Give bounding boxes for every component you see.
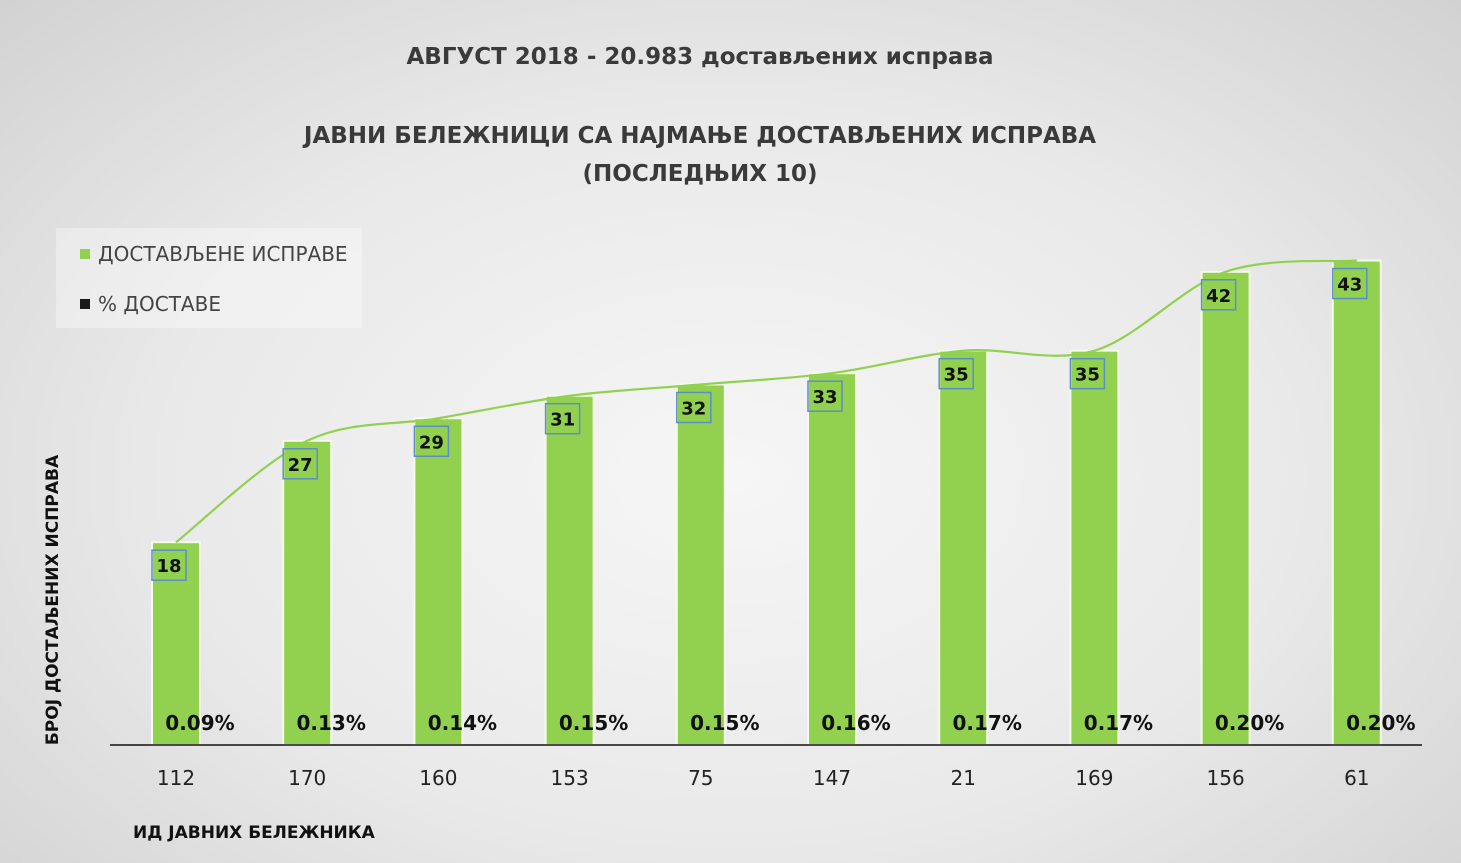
y-axis-label: БРОЈ ДОСТАЉЕНИХ ИСПРАВА [43,454,63,746]
x-tick-label-170: 170 [288,766,326,790]
data-label-153: 31 [550,410,575,431]
chart-subtitle: ЈАВНИ БЕЛЕЖНИЦИ СА НАЈМАЊЕ ДОСТАВЉЕНИХ И… [0,117,1400,193]
legend-item-documents: ДОСТАВЉЕНЕ ИСПРАВЕ [80,242,348,266]
x-tick-label-112: 112 [157,766,195,790]
legend-label-documents: ДОСТАВЉЕНЕ ИСПРАВЕ [98,242,348,266]
trend-line [175,259,1357,544]
x-tick-label-61: 61 [1344,766,1369,790]
bar-160 [413,417,464,746]
data-label-box-170 [282,448,318,480]
legend: ДОСТАВЉЕНЕ ИСПРАВЕ % ДОСТАВЕ [56,228,362,328]
data-label-box-147 [807,380,843,412]
bar-170 [282,439,333,746]
data-label-box-75 [676,391,712,424]
data-label-box-112 [151,549,187,581]
bar-75 [675,383,726,746]
data-label-box-156 [1200,279,1237,311]
percent-label-170: 0.13% [297,711,366,735]
legend-swatch-percent [80,299,90,309]
percent-label-112: 0.09% [165,711,234,735]
data-label-21: 35 [944,365,969,386]
bar-169 [1069,349,1120,746]
percent-label-147: 0.16% [821,711,890,735]
legend-label-percent: % ДОСТАВЕ [98,292,221,316]
bar-147 [807,372,857,746]
percent-label-21: 0.17% [953,711,1022,735]
percent-label-160: 0.14% [428,711,497,735]
data-label-61: 43 [1337,275,1362,296]
percent-label-156: 0.20% [1215,711,1284,735]
chart-subtitle-line2: (ПОСЛЕДЊИХ 10) [582,161,818,187]
data-label-170: 27 [288,455,313,476]
x-tick-label-75: 75 [688,766,713,790]
data-label-169: 35 [1075,365,1100,386]
percent-label-75: 0.15% [690,711,759,735]
percent-label-61: 0.20% [1346,711,1415,735]
data-label-147: 33 [812,387,837,408]
bar-156 [1200,270,1251,746]
legend-swatch-documents [80,249,90,259]
data-label-75: 32 [681,398,706,419]
chart-title: АВГУСТ 2018 - 20.983 достављених исправа [406,44,994,70]
x-tick-label-169: 169 [1075,766,1113,790]
x-tick-label-160: 160 [419,766,457,790]
data-label-box-169 [1069,357,1106,390]
data-label-box-61 [1332,267,1368,300]
bar-153 [544,394,595,746]
chart-subtitle-line1: ЈАВНИ БЕЛЕЖНИЦИ СА НАЈМАЊЕ ДОСТАВЉЕНИХ И… [303,123,1097,149]
x-tick-label-153: 153 [551,766,589,790]
bar-61 [1331,259,1382,746]
x-tick-label-156: 156 [1207,766,1245,790]
data-label-156: 42 [1206,286,1231,307]
data-label-160: 29 [419,432,444,453]
x-tick-label-21: 21 [950,766,975,790]
legend-item-percent: % ДОСТАВЕ [80,292,221,316]
data-label-112: 18 [156,556,181,577]
data-label-box-21 [938,357,974,390]
percent-label-169: 0.17% [1084,711,1153,735]
x-tick-label-147: 147 [813,766,851,790]
data-label-box-153 [544,402,581,435]
percent-label-153: 0.15% [559,711,628,735]
bar-21 [938,349,989,746]
data-label-box-160 [413,425,450,458]
x-axis-label: ИД ЈАВНИХ БЕЛЕЖНИКА [133,823,375,843]
